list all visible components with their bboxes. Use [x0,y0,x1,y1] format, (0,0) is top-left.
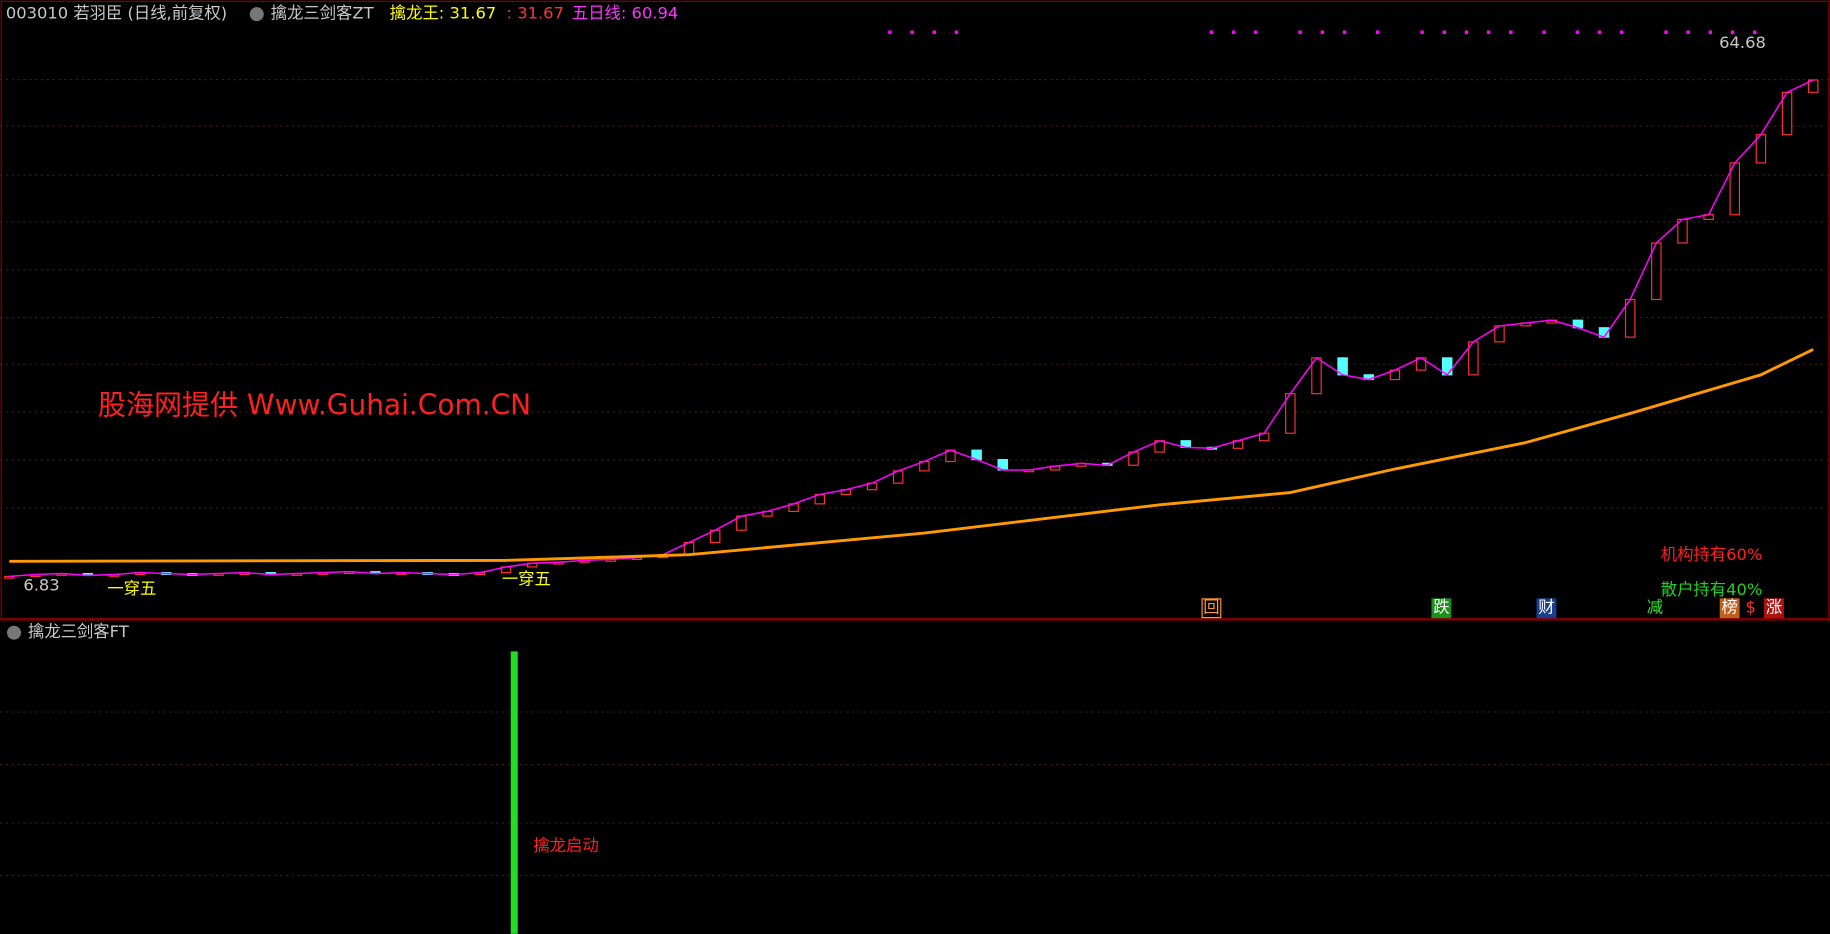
signal-dot [1509,30,1513,35]
badge: 涨 [1766,598,1782,617]
signal-dot [1420,30,1424,35]
signal-dot [1708,30,1713,35]
indicator-name: 擒龙三剑客ZT [271,4,375,23]
signal-dot [910,30,914,35]
badge: 跌 [1433,598,1449,617]
king-value: : 31.67 [507,4,564,23]
badge-box [1764,598,1784,619]
ma5-label: 五日线: 60.94 [572,4,678,23]
signal-dot [1664,30,1668,35]
watermark: 股海网提供 Www.Guhai.Com.CN [98,388,531,421]
signal-dot [1597,30,1602,35]
close-line [9,79,1814,578]
signal-dot [888,30,892,35]
badge: 财 [1538,598,1554,617]
high-label: 64.68 [1719,33,1766,52]
badge-box [1201,598,1222,619]
signal-dot [932,30,937,35]
badge-box [1431,598,1452,619]
signal-dot [1575,30,1580,35]
badge: $ [1745,598,1755,617]
signal-dot [1231,30,1236,35]
badge: 榜 [1721,598,1737,617]
dropdown-icon[interactable] [249,7,264,22]
grid [0,78,1830,877]
signal-dot [1464,30,1469,35]
institution-share: 机构持有60% [1661,545,1763,564]
badge-box [1740,598,1761,619]
signal-dot [954,30,959,35]
king-label: 擒龙王: 31.67 [390,4,496,23]
signal-dot [1298,30,1302,35]
ft-annotation: 擒龙启动 [533,836,598,855]
signal-dot [1752,30,1757,35]
low-label: 6.83 [23,576,59,595]
badge: 减 [1647,598,1663,617]
signal-dot [1442,30,1447,35]
signal-dot [1209,30,1214,35]
dropdown-icon[interactable] [7,625,22,640]
signal-dot [1730,30,1735,35]
badge-box [1719,598,1740,619]
stock-title: 003010 若羽臣 (日线,前复权) [6,4,227,23]
signal-dot [1376,30,1380,35]
signal-dot [1486,30,1491,35]
ft-bar [510,651,518,934]
signal-label: 一穿五 [107,579,156,598]
signal-label: 一穿五 [502,570,551,589]
long-ma-line [9,348,1814,563]
signal-dot [1254,30,1258,35]
signal-dot [1619,30,1624,35]
badge: 回 [1203,598,1219,617]
retail-share: 散户持有40% [1661,580,1763,599]
badge-box [1645,598,1665,619]
signal-dot [1686,30,1690,35]
signal-dot [1320,30,1325,35]
signal-dot [1542,30,1546,35]
badge-box [1536,598,1557,619]
main-frame [0,0,1830,620]
ft-title: 擒龙三剑客FT [28,622,130,641]
signal-dot [1342,30,1347,35]
